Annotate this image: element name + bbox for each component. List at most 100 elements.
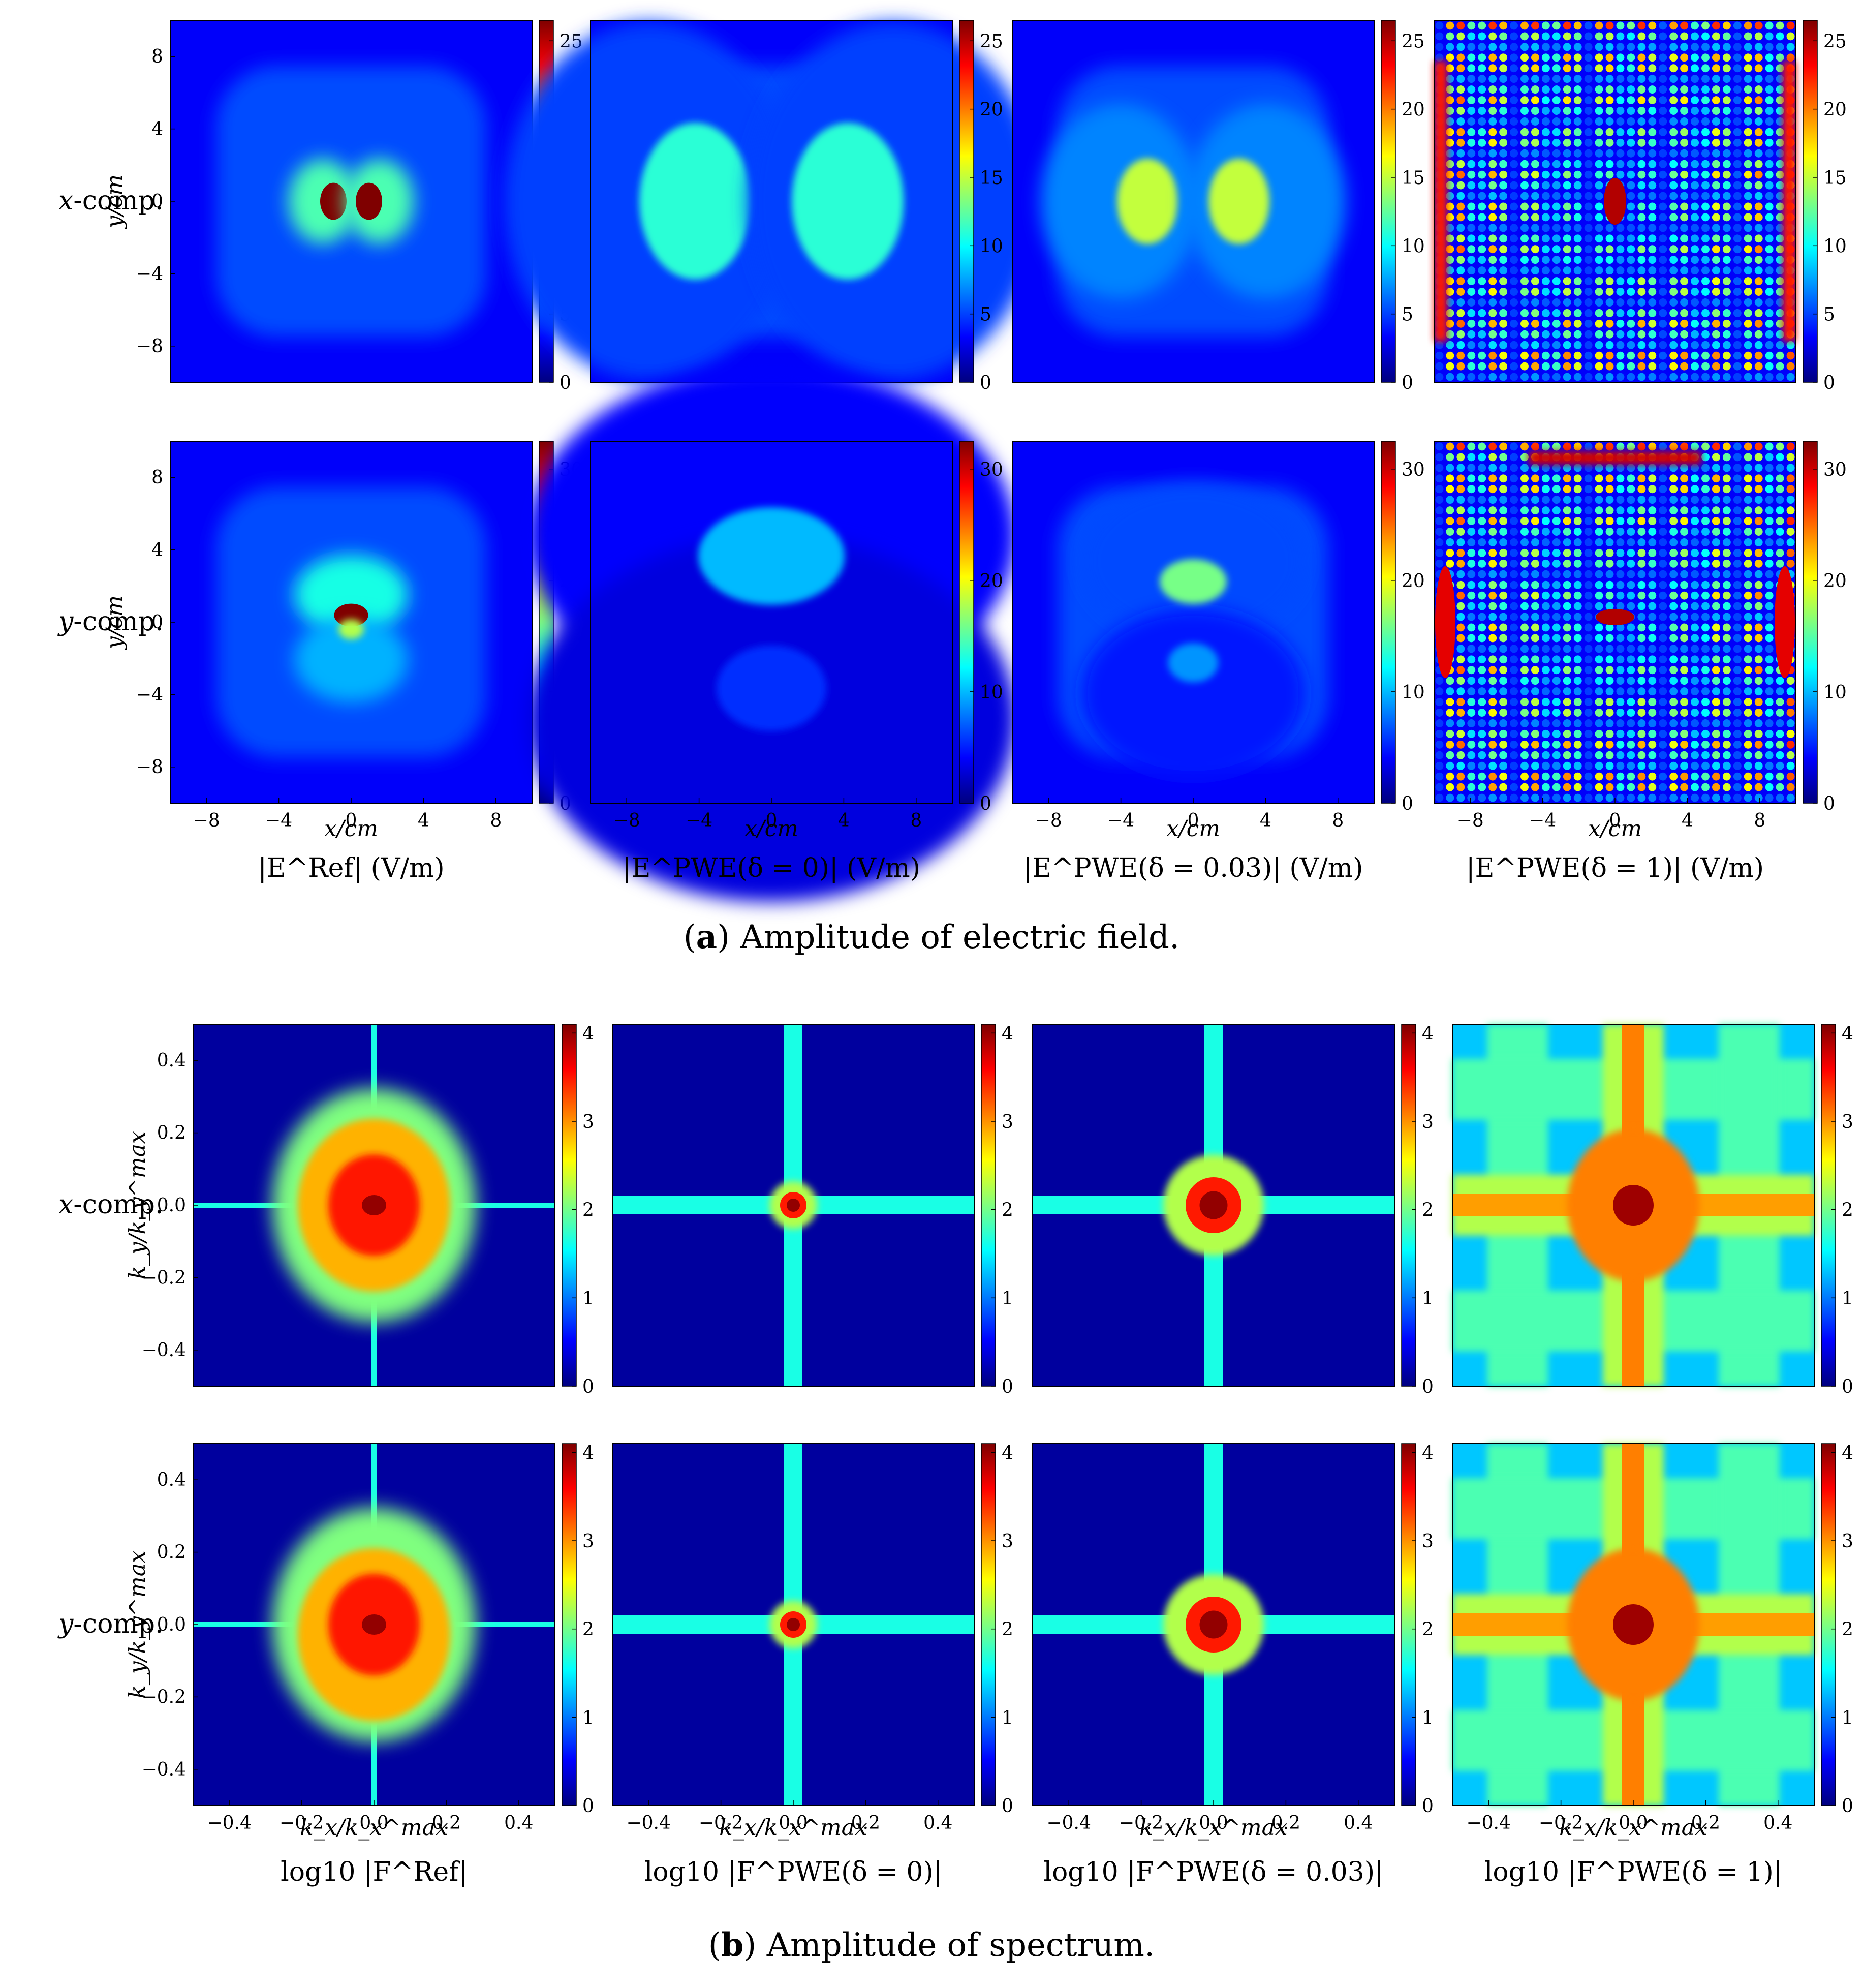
interference-cell	[1701, 75, 1710, 83]
interference-cell	[1744, 645, 1752, 653]
interference-cell	[1722, 256, 1731, 264]
interference-cell	[1616, 75, 1625, 83]
interference-cell	[1786, 559, 1795, 568]
interference-cell	[1563, 485, 1571, 494]
interference-cell	[1627, 496, 1635, 504]
x-tick-label: 0.2	[1691, 1813, 1720, 1833]
interference-cell	[1531, 75, 1539, 83]
interference-cell	[1786, 751, 1795, 759]
interference-cell	[1637, 655, 1646, 664]
interference-cell	[1648, 559, 1657, 568]
interference-cell	[1744, 117, 1752, 126]
interference-cell	[1605, 761, 1614, 770]
interference-cell	[1722, 202, 1731, 211]
colorbar-tick-label: 10	[1823, 236, 1847, 257]
interference-cell	[1669, 245, 1678, 254]
interference-cell	[1712, 107, 1720, 115]
interference-cell	[1733, 698, 1742, 707]
interference-cell	[1584, 85, 1593, 94]
interference-cell	[1584, 192, 1593, 200]
interference-cell	[1499, 698, 1508, 707]
interference-cell	[1584, 160, 1593, 168]
interference-cell	[1510, 474, 1518, 483]
interference-cell	[1478, 517, 1486, 526]
interference-cell	[1573, 64, 1582, 73]
interference-cell	[1659, 698, 1667, 707]
interference-cell	[1605, 506, 1614, 515]
interference-cell	[1744, 485, 1752, 494]
interference-cell	[1712, 687, 1720, 696]
interference-cell	[1605, 107, 1614, 115]
interference-cell	[1722, 298, 1731, 307]
interference-cell	[1467, 138, 1476, 147]
interference-cell	[1786, 687, 1795, 696]
x-axis-label: k_x/k_x^max	[300, 1815, 448, 1841]
interference-cell	[1467, 298, 1476, 307]
interference-cell	[1669, 559, 1678, 568]
interference-cell	[1531, 21, 1539, 30]
interference-cell	[1605, 224, 1614, 232]
interference-cell	[1754, 330, 1763, 339]
interference-cell	[1722, 96, 1731, 105]
interference-cell	[1648, 506, 1657, 515]
interference-cell	[1776, 234, 1784, 243]
interference-cell	[1531, 719, 1539, 727]
interference-cell	[1733, 288, 1742, 296]
interference-cell	[1541, 751, 1550, 759]
interference-cell	[1573, 21, 1582, 30]
interference-cell	[1776, 772, 1784, 781]
interference-cell	[1754, 517, 1763, 526]
interference-cell	[1733, 21, 1742, 30]
interference-cell	[1552, 719, 1561, 727]
interference-cell	[1488, 729, 1497, 738]
interference-cell	[1573, 170, 1582, 179]
interference-cell	[1605, 298, 1614, 307]
interference-cell	[1637, 192, 1646, 200]
interference-cell	[1659, 666, 1667, 675]
interference-cell	[1776, 517, 1784, 526]
interference-cell	[1499, 53, 1508, 62]
interference-cell	[1744, 266, 1752, 275]
interference-cell	[1446, 170, 1454, 179]
interference-cell	[1446, 351, 1454, 360]
interference-cell	[1456, 655, 1465, 664]
interference-cell	[1754, 319, 1763, 328]
interference-cell	[1648, 485, 1657, 494]
interference-cell	[1722, 170, 1731, 179]
interference-cell	[1435, 485, 1444, 494]
interference-cell	[1669, 464, 1678, 472]
interference-cell	[1478, 234, 1486, 243]
interference-cell	[1722, 751, 1731, 759]
interference-cell	[1691, 772, 1699, 781]
interference-cell	[1520, 213, 1529, 222]
interference-cell	[1499, 474, 1508, 483]
interference-cell	[1691, 181, 1699, 190]
interference-cell	[1669, 591, 1678, 600]
interference-cell	[1541, 729, 1550, 738]
interference-cell	[1552, 772, 1561, 781]
interference-cell	[1541, 277, 1550, 286]
interference-cell	[1669, 330, 1678, 339]
interference-cell	[1637, 517, 1646, 526]
interference-cell	[1712, 453, 1720, 462]
interference-cell	[1488, 128, 1497, 136]
y-tick-label: −0.2	[142, 1267, 186, 1288]
interference-cell	[1467, 149, 1476, 158]
interference-cell	[1510, 677, 1518, 685]
interference-cell	[1733, 655, 1742, 664]
interference-cell	[1744, 613, 1752, 621]
interference-cell	[1456, 309, 1465, 317]
interference-cell	[1456, 64, 1465, 73]
interference-cell	[1712, 613, 1720, 621]
interference-cell	[1467, 213, 1476, 222]
interference-cell	[1627, 256, 1635, 264]
interference-cell	[1605, 53, 1614, 62]
interference-cell	[1456, 559, 1465, 568]
interference-cell	[1573, 538, 1582, 546]
interference-cell	[1680, 548, 1689, 557]
interference-cell	[1765, 761, 1774, 770]
interference-cell	[1520, 729, 1529, 738]
interference-cell	[1573, 548, 1582, 557]
interference-cell	[1648, 591, 1657, 600]
